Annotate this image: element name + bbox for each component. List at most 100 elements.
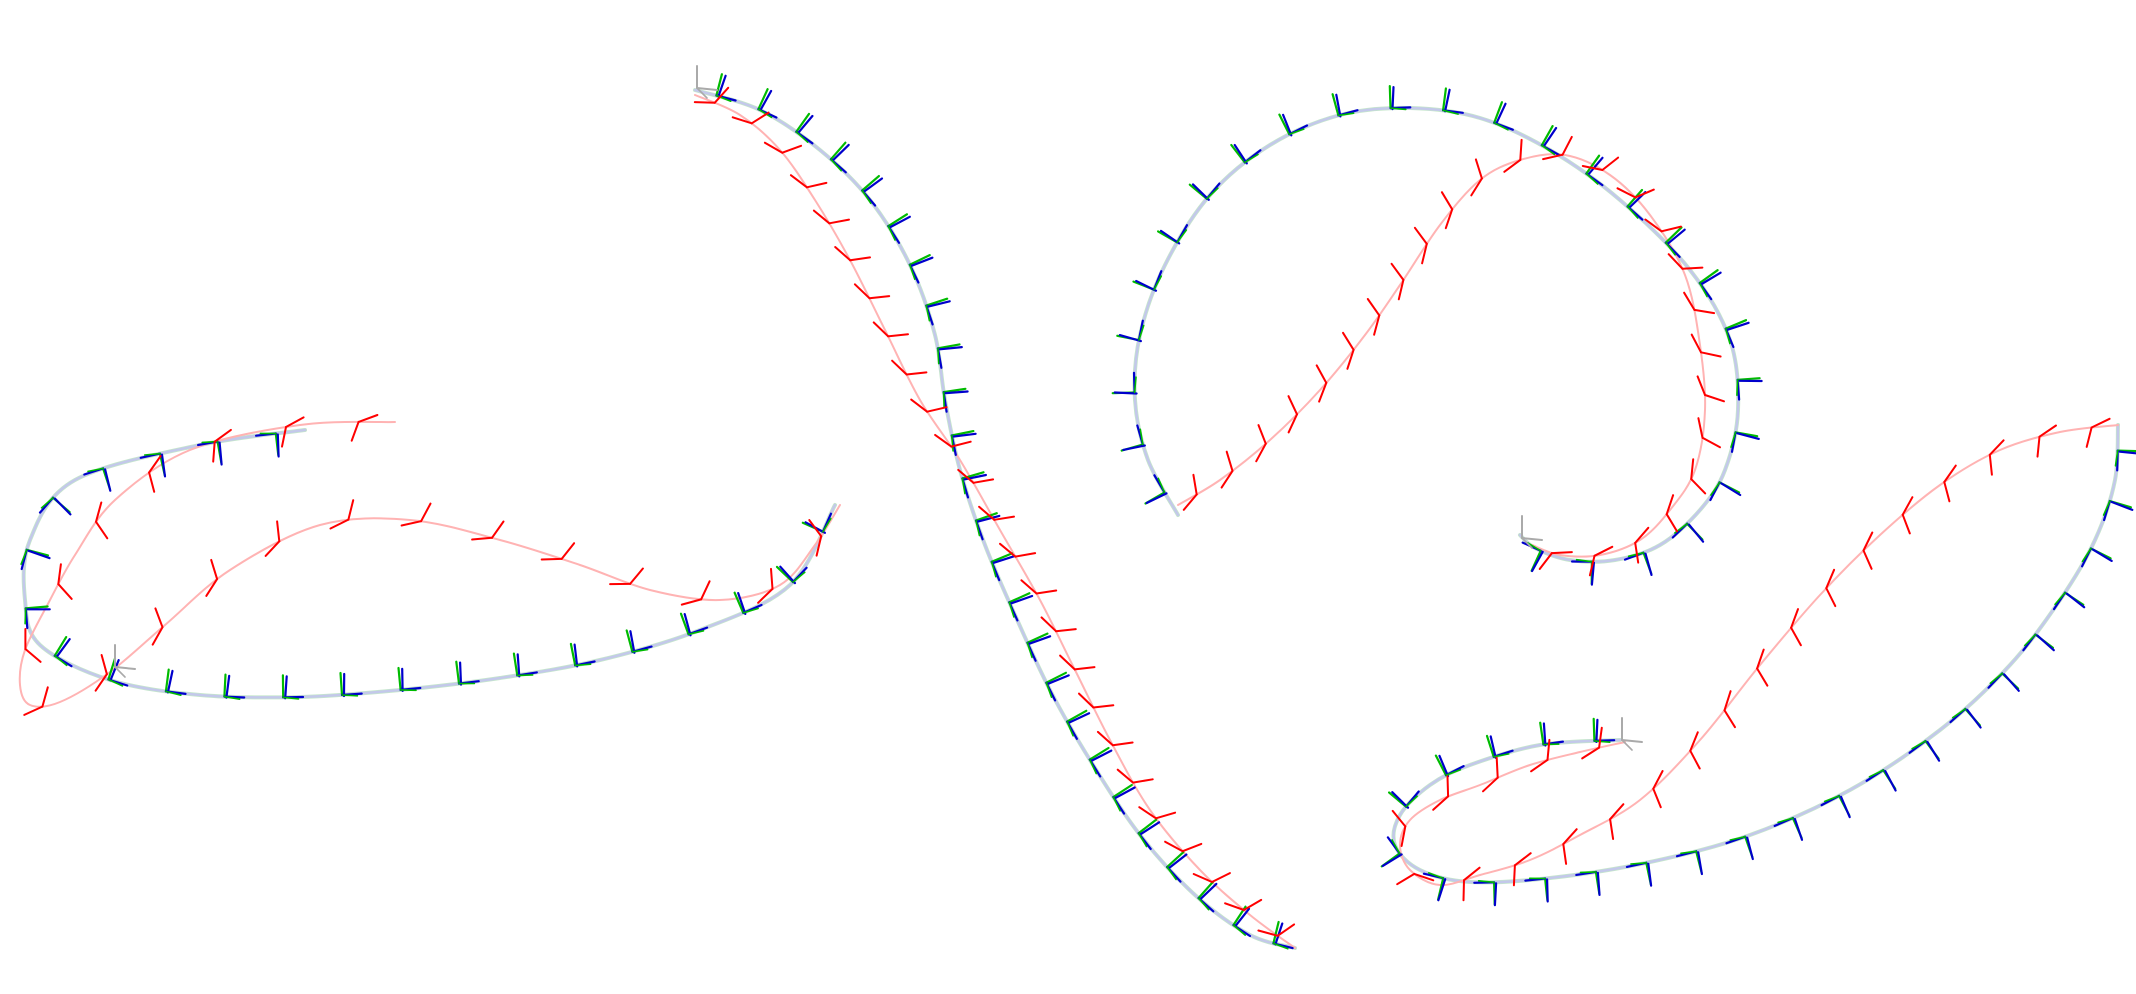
y-axis-tangent-line (341, 694, 359, 697)
y-axis-tangent-line (830, 158, 843, 172)
x-axis-line (1593, 545, 1614, 557)
z-axis-line (1135, 279, 1158, 292)
x-axis-line (1609, 803, 1625, 821)
trajectory-4-gt-frame (1987, 672, 2020, 692)
trajectory-3-gt-frame (1493, 101, 1514, 131)
trajectory-2-est-frame (693, 86, 730, 104)
z-axis-line (1028, 635, 1052, 645)
z-axis-line (1926, 740, 1941, 762)
y-axis-tangent-line (1272, 942, 1289, 950)
trajectory-1-est-frame (95, 501, 109, 540)
y-axis-tangent-line (1575, 558, 1593, 563)
trajectory-1-est-frame (57, 563, 73, 600)
z-axis-line (1839, 795, 1851, 819)
x-axis-line (1634, 188, 1655, 199)
z-axis-line (1647, 862, 1653, 887)
y-axis-tangent-line (1137, 832, 1148, 848)
y-axis-tangent-line (1665, 241, 1676, 256)
trajectory-4-gt-frame (1434, 754, 1465, 778)
trajectory-4-gt-frame (1485, 734, 1514, 759)
y-axis-line (1112, 783, 1133, 799)
trajectory-2-est-frame (1096, 730, 1134, 747)
trajectory-1-gt-frame (397, 666, 422, 693)
trajectory-1-est-frame (471, 520, 505, 541)
x-axis-line (1078, 692, 1095, 709)
z-axis-line (516, 653, 521, 678)
trajectory-3-est-frame (1690, 333, 1722, 358)
y-axis-tangent-line (757, 108, 773, 119)
trajectory-1-gt-frame (83, 467, 112, 492)
z-axis-line (166, 669, 174, 694)
trajectory-4-est-frame (2085, 417, 2111, 448)
x-axis-line (1413, 872, 1435, 882)
y-axis-tangent-line (53, 654, 68, 667)
trajectory-3-gt-frame (1188, 182, 1221, 201)
y-axis-tangent-line (107, 678, 124, 687)
x-axis-line (148, 455, 162, 474)
trajectory-3-est-path (1177, 153, 1707, 558)
trajectory-2-est-frame (1224, 898, 1263, 911)
trajectory-4-est-frame (1581, 726, 1603, 760)
y-axis-tangent-line (223, 695, 241, 701)
x-axis-line (1138, 806, 1157, 820)
z-axis-line (1234, 907, 1251, 928)
y-axis-tangent-line (1066, 720, 1074, 737)
x-axis-line (560, 542, 576, 560)
y-axis-tangent-line (1951, 708, 1967, 719)
trajectory-3-gt-frame (1709, 481, 1742, 502)
trajectory-1-est-frame (680, 580, 711, 606)
y-axis-tangent-line (1729, 835, 1746, 841)
z-axis-line (109, 658, 120, 682)
y-axis-tangent-line (165, 690, 182, 697)
y-axis-line (1441, 87, 1448, 112)
trajectory-1-est-frame (205, 558, 219, 597)
x-axis-line (1683, 291, 1696, 311)
y-axis-tangent-line (1337, 112, 1355, 117)
y-axis-tangent-line (795, 131, 809, 143)
x-axis-line (1413, 226, 1428, 245)
x-axis-line (540, 557, 563, 561)
x-axis-line (805, 181, 828, 189)
x-axis-line (1116, 768, 1134, 784)
y-axis-line (1008, 592, 1031, 604)
x-axis-line (1652, 770, 1664, 790)
x-axis-line (1696, 375, 1706, 396)
y-axis-line (1736, 377, 1761, 381)
x-axis-line (1391, 809, 1407, 828)
x-axis-line (1111, 741, 1134, 747)
z-axis-line (1587, 156, 1604, 176)
z-axis-line (1666, 228, 1686, 245)
z-axis-line (1595, 718, 1599, 744)
y-axis-line (24, 605, 49, 610)
trajectory-1-gt-frame (107, 657, 129, 687)
trajectory-2-est-frame (763, 141, 803, 154)
trajectory-2-est-frame (1164, 840, 1203, 853)
x-axis-line (1901, 496, 1914, 516)
y-axis-tangent-line (975, 519, 981, 537)
trajectory-3-est-frame (1366, 298, 1381, 336)
x-axis-line (1287, 395, 1298, 416)
z-axis-line (276, 433, 280, 458)
z-axis-line (1113, 391, 1138, 395)
z-axis-line (1199, 882, 1218, 901)
x-axis-line (1055, 628, 1077, 633)
trajectory-3-gt-frame (1626, 188, 1647, 221)
x-axis-line (1756, 667, 1769, 687)
trajectory-3-est-frame (1390, 262, 1405, 301)
z-axis-line (1489, 735, 1497, 759)
y-axis-tangent-line (1698, 282, 1708, 298)
trajectory-2-est-frame (934, 433, 972, 448)
trajectory-3-est-frame (1696, 375, 1725, 403)
trajectory-2-est-frame (978, 505, 1015, 521)
trajectory-1-gt-frame (20, 548, 51, 571)
trajectory-2-est-frame (1078, 692, 1115, 709)
trajectory-3-gt-frame (1120, 424, 1146, 452)
trajectory-3-est-frame (1182, 473, 1198, 511)
x-axis-line (1059, 654, 1076, 671)
z-axis-line (1139, 821, 1161, 836)
trajectory-3-est-frame (1616, 187, 1655, 199)
trajectory-4-gt-frame (1908, 739, 1941, 762)
x-axis-line (1512, 864, 1516, 887)
trajectory-3-gt-frame (1278, 113, 1309, 137)
x-axis-line (1825, 587, 1837, 608)
